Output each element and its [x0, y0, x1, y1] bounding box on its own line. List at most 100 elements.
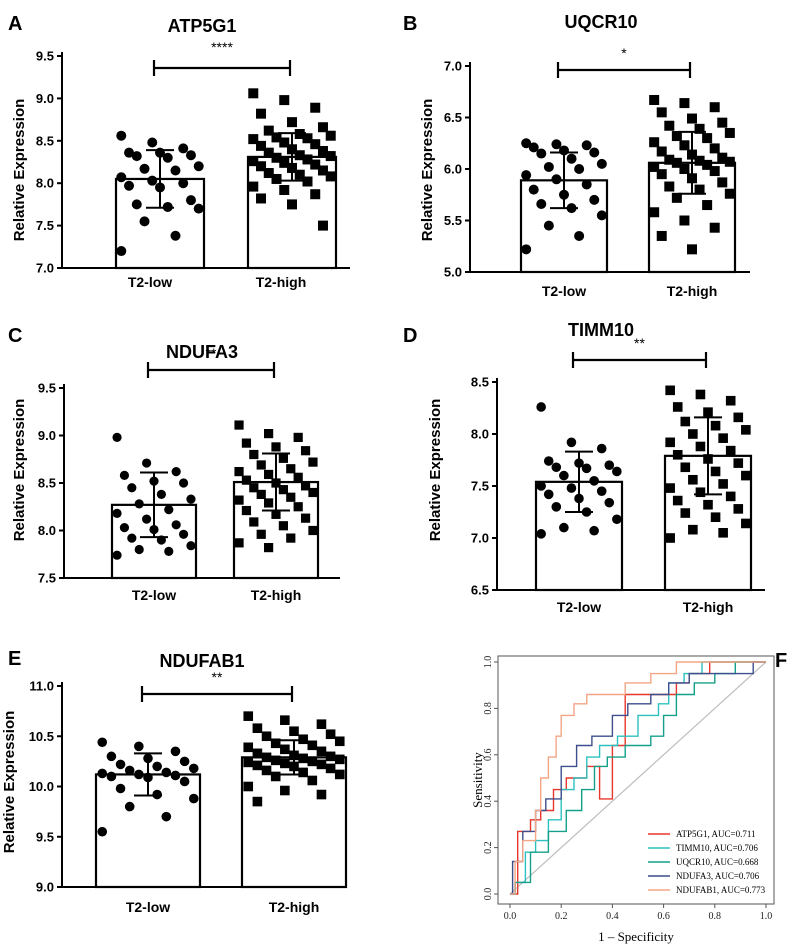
data-point [596, 443, 607, 454]
data-point [680, 462, 691, 473]
y-tick-label: 0.4 [483, 795, 494, 808]
data-point [156, 489, 166, 499]
data-point [279, 157, 290, 168]
data-point [551, 462, 562, 473]
data-point [725, 445, 736, 456]
y-tick-label: 7.0 [471, 531, 489, 546]
panel-letter: F [775, 650, 787, 672]
data-point [717, 117, 728, 128]
data-point [612, 514, 622, 525]
data-point [695, 389, 706, 400]
data-point [147, 175, 158, 186]
data-point [252, 748, 263, 759]
panel-f: F 0.0 0.2 0.4 0.6 0.8 1.0 0.0 0.2 0.4 0.6 0.8 1.0 1 –… [470, 650, 787, 944]
data-point [261, 752, 272, 763]
data-point [688, 474, 698, 485]
data-point [308, 487, 318, 498]
data-point [256, 529, 266, 539]
data-point [248, 156, 259, 167]
data-point [679, 140, 690, 151]
bar-t2-high [240, 756, 348, 889]
data-point [694, 184, 705, 195]
data-point [142, 458, 152, 468]
y-tick-label: 9.0 [36, 880, 54, 895]
data-point [243, 711, 254, 721]
data-point [241, 475, 252, 485]
data-point [131, 199, 142, 210]
data-point [536, 148, 547, 159]
data-point [310, 139, 321, 150]
data-point [717, 177, 728, 188]
y-tick-label: 8.5 [471, 375, 489, 390]
data-point [521, 138, 532, 149]
panel-letter: E [8, 648, 21, 670]
y-axis-label: Relative Expression [427, 399, 444, 542]
data-point [665, 483, 675, 493]
data-point [249, 483, 259, 493]
data-point [709, 102, 720, 113]
data-point [280, 758, 290, 769]
data-point [316, 719, 327, 729]
data-point [294, 150, 305, 161]
x-tick-label: 0.4 [606, 911, 619, 922]
y-tick-label: 11.0 [29, 679, 54, 694]
x-category-label: T2-low [132, 587, 176, 603]
data-point [724, 156, 735, 167]
data-point [234, 467, 244, 477]
data-point [162, 152, 173, 163]
data-point [256, 489, 266, 499]
data-point [694, 155, 705, 166]
data-point [188, 763, 199, 774]
data-point [287, 162, 297, 173]
data-point [543, 489, 554, 500]
data-point [243, 742, 254, 753]
data-point [278, 485, 288, 495]
data-point [581, 463, 592, 474]
data-point [334, 736, 345, 747]
data-point [134, 769, 144, 780]
panel-letter: A [8, 13, 22, 35]
data-point [261, 731, 272, 742]
data-point [119, 470, 130, 480]
data-point [528, 184, 539, 195]
data-point [185, 195, 196, 206]
panel-a: A ATP5G1 Relative Expression 7.0 7.5 8.0 8.5 9.… [8, 13, 350, 290]
data-point [656, 146, 667, 157]
data-point [124, 765, 135, 776]
data-point [596, 486, 607, 497]
data-point [256, 161, 267, 172]
data-point [116, 130, 127, 141]
data-point [149, 524, 159, 535]
data-point [687, 244, 697, 255]
data-point [718, 433, 728, 443]
data-point [271, 442, 281, 452]
y-tick-label: 7.0 [36, 261, 54, 276]
data-point [156, 535, 166, 545]
data-point [710, 512, 721, 522]
significance-stars: * [621, 45, 627, 61]
data-point [656, 107, 667, 118]
data-point [139, 163, 150, 174]
y-tick-label: 7.5 [38, 571, 56, 586]
legend-entry: ATP5G1, AUC=0.711 [676, 829, 756, 839]
data-point [687, 173, 697, 184]
data-point [709, 222, 720, 233]
data-point [317, 165, 328, 176]
data-point [298, 767, 308, 778]
data-point [171, 467, 181, 477]
data-point [741, 470, 751, 481]
panel-letter: C [8, 325, 22, 347]
data-point [665, 437, 675, 448]
data-point [252, 723, 263, 734]
legend-entry: TIMM10, AUC=0.706 [676, 843, 758, 853]
data-point [248, 181, 259, 192]
data-point [671, 131, 682, 142]
data-point [664, 154, 675, 165]
data-point [155, 182, 165, 193]
data-point [178, 478, 189, 488]
x-axis-label: 1 – Specificity [598, 929, 674, 944]
data-point [574, 230, 585, 241]
panel-title: NDUFAB1 [159, 651, 244, 671]
data-point [134, 544, 144, 555]
data-point [293, 432, 303, 442]
